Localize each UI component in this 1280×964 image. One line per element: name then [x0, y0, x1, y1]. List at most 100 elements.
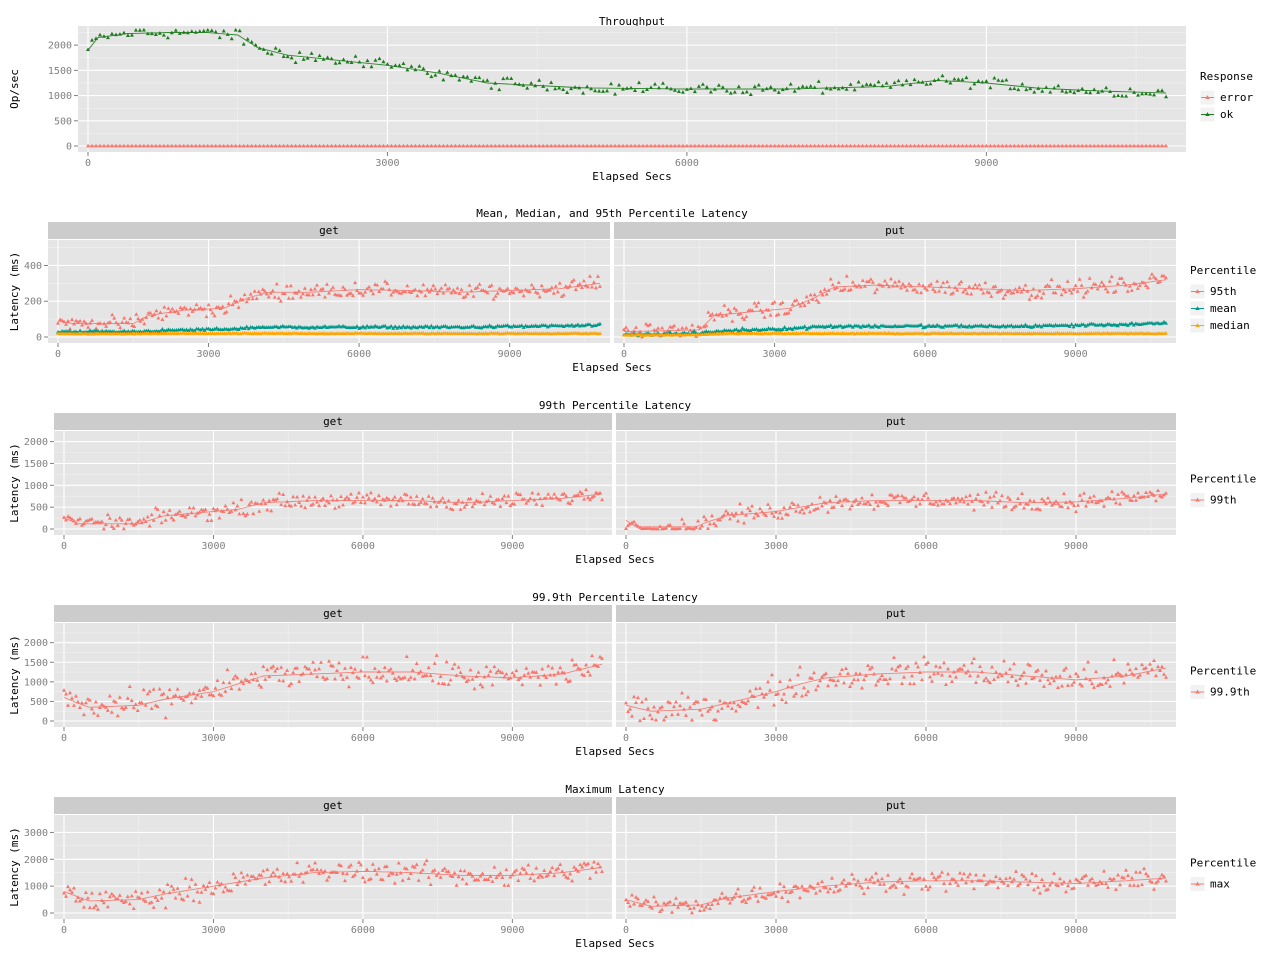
legend-label: 99.9th: [1210, 686, 1250, 699]
y-tick-label: 1000: [24, 481, 48, 492]
legend-label: 99th: [1210, 494, 1237, 507]
x-tick-label: 6000: [914, 541, 938, 552]
legend: Percentile max: [1190, 857, 1256, 892]
x-axis-title: Elapsed Secs: [572, 361, 651, 374]
y-tick-label: 2000: [48, 41, 72, 52]
legend: Percentile 99.9th: [1190, 665, 1256, 700]
x-tick-label: 3000: [764, 733, 788, 744]
x-tick-label: 9000: [500, 541, 524, 552]
x-tick-label: 0: [61, 733, 67, 744]
plot-background: [616, 431, 1176, 535]
x-tick-label: 9000: [1064, 349, 1088, 360]
x-tick-label: 9000: [1064, 925, 1088, 936]
x-tick-label: 9000: [974, 158, 998, 169]
x-tick-label: 3000: [762, 349, 786, 360]
y-tick-label: 500: [54, 116, 72, 127]
x-axis-title: Elapsed Secs: [575, 553, 654, 566]
y-tick-label: 1500: [48, 66, 72, 77]
y-tick-label: 1000: [48, 91, 72, 102]
x-tick-label: 3000: [196, 349, 220, 360]
facet-label: get: [323, 415, 343, 428]
y-tick-label: 2000: [24, 638, 48, 649]
y-tick-label: 2000: [24, 437, 48, 448]
y-tick-label: 1500: [24, 658, 48, 669]
facet-label: get: [319, 224, 339, 237]
x-axis-title: Elapsed Secs: [592, 170, 671, 183]
x-tick-label: 6000: [351, 541, 375, 552]
facet-label: get: [323, 607, 343, 620]
y-tick-label: 0: [42, 909, 48, 920]
x-tick-label: 3000: [201, 733, 225, 744]
y-tick-label: 0: [36, 333, 42, 344]
y-axis-title: Op/sec: [8, 69, 21, 109]
y-tick-label: 1000: [24, 677, 48, 688]
x-tick-label: 6000: [347, 349, 371, 360]
x-tick-label: 3000: [764, 925, 788, 936]
chart-title: Mean, Median, and 95th Percentile Latenc…: [476, 207, 748, 220]
x-tick-label: 0: [85, 158, 91, 169]
legend-label: max: [1210, 878, 1230, 891]
y-tick-label: 1000: [24, 882, 48, 893]
facet-label: put: [886, 799, 906, 812]
facet-label: put: [885, 224, 905, 237]
legend-label: ok: [1220, 108, 1234, 121]
facet-panel-get: get 0 3000 6000 9000 0 500 1000 1500 2000: [24, 413, 612, 552]
y-tick-label: 0: [42, 717, 48, 728]
y-tick-label: 400: [24, 261, 42, 272]
y-tick-label: 500: [30, 503, 48, 514]
x-tick-label: 0: [623, 925, 629, 936]
plot-background: [54, 815, 612, 919]
y-axis-title: Latency (ms): [8, 827, 21, 906]
x-tick-label: 0: [623, 541, 629, 552]
x-tick-label: 0: [55, 349, 61, 360]
y-tick-label: 2000: [24, 855, 48, 866]
legend-label: mean: [1210, 302, 1237, 315]
y-tick-label: 1500: [24, 459, 48, 470]
x-axis-title: Elapsed Secs: [575, 745, 654, 758]
legend-title: Response: [1200, 70, 1253, 83]
x-tick-label: 9000: [1064, 541, 1088, 552]
x-tick-label: 9000: [1064, 733, 1088, 744]
y-tick-label: 0: [42, 525, 48, 536]
x-tick-label: 6000: [914, 733, 938, 744]
x-tick-label: 0: [621, 349, 627, 360]
x-tick-label: 0: [623, 733, 629, 744]
x-tick-label: 6000: [914, 925, 938, 936]
x-tick-label: 3000: [201, 925, 225, 936]
x-tick-label: 3000: [375, 158, 399, 169]
x-tick-label: 3000: [201, 541, 225, 552]
legend-title: Percentile: [1190, 665, 1256, 678]
chart-title: 99th Percentile Latency: [539, 399, 692, 412]
legend-title: Percentile: [1190, 264, 1256, 277]
chart-2: Mean, Median, and 95th Percentile Latenc…: [8, 207, 1256, 374]
facet-panel-put: put 0 3000 6000 9000: [616, 797, 1176, 936]
x-axis-title: Elapsed Secs: [575, 937, 654, 950]
chart-3: 99th Percentile Latency get 0 3000 6000 9000 0…: [8, 399, 1256, 566]
x-tick-label: 3000: [764, 541, 788, 552]
x-tick-label: 9000: [500, 733, 524, 744]
plot-background: [54, 431, 612, 535]
facet-panel-get: get 0 3000 6000 9000 0 500 1000 1500 2000: [24, 605, 612, 744]
y-tick-label: 0: [66, 142, 72, 153]
y-tick-label: 3000: [24, 828, 48, 839]
legend-title: Percentile: [1190, 857, 1256, 870]
chart-title: Maximum Latency: [565, 783, 665, 796]
x-tick-label: 6000: [675, 158, 699, 169]
y-tick-label: 500: [30, 697, 48, 708]
plot-panel: 0 3000 6000 9000 0 500 1000 1500 2000: [48, 26, 1186, 169]
x-tick-label: 9000: [498, 349, 522, 360]
x-tick-label: 0: [61, 541, 67, 552]
x-tick-label: 9000: [500, 925, 524, 936]
x-tick-label: 6000: [351, 733, 375, 744]
y-axis-title: Latency (ms): [8, 635, 21, 714]
